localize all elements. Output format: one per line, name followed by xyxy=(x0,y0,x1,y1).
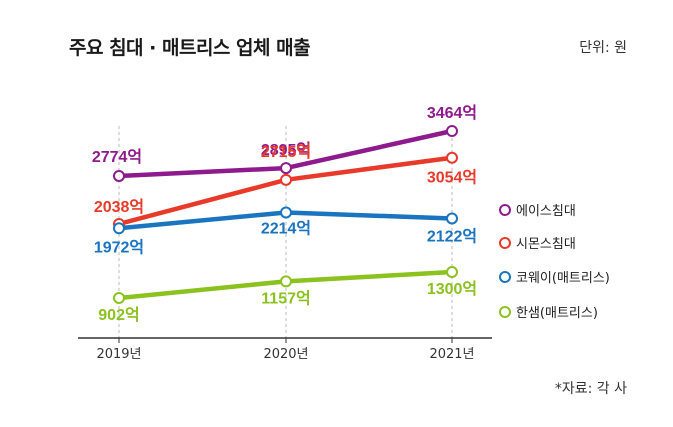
legend-label: 한샘(매트리스) xyxy=(516,306,598,321)
data-point xyxy=(280,275,292,288)
data-label: 1157억 xyxy=(261,288,310,307)
x-tick-label: 2019년 xyxy=(96,347,141,362)
unit-label: 단위: 원 xyxy=(579,40,627,56)
data-label: 3054억 xyxy=(427,168,477,187)
data-point xyxy=(446,125,458,137)
data-label: 2214억 xyxy=(261,218,311,237)
x-tick-label: 2020년 xyxy=(263,347,308,362)
data-label: 2774억 xyxy=(92,147,142,166)
data-point xyxy=(446,151,458,164)
data-point xyxy=(113,222,125,235)
data-label: 2715억 xyxy=(261,142,311,161)
data-point xyxy=(280,162,292,175)
data-point xyxy=(113,169,125,182)
legend-marker xyxy=(499,306,511,318)
legend-label: 시몬스침대 xyxy=(516,237,576,252)
data-label: 2122억 xyxy=(427,226,477,245)
data-point xyxy=(280,173,292,186)
chart-title: 주요 침대 · 매트리스 업체 매출 xyxy=(69,37,311,59)
legend-marker xyxy=(499,271,511,283)
data-label: 1972억 xyxy=(94,237,144,256)
data-point xyxy=(446,212,458,225)
source-note: *자료: 각 사 xyxy=(554,381,627,397)
legend-marker xyxy=(499,237,511,249)
data-label: 2895억 xyxy=(261,140,311,159)
legend-label: 에이스침대 xyxy=(516,204,576,219)
data-point xyxy=(280,206,292,219)
x-tick-label: 2021년 xyxy=(429,347,474,362)
data-label: 2038억 xyxy=(94,197,144,216)
data-point xyxy=(446,266,458,279)
data-point xyxy=(113,292,125,304)
legend-label: 코웨이(매트리스) xyxy=(516,271,610,286)
legend-marker xyxy=(499,204,511,216)
data-label: 3464억 xyxy=(427,103,477,122)
data-label: 1300억 xyxy=(427,279,477,298)
data-label: 902억 xyxy=(98,305,139,324)
